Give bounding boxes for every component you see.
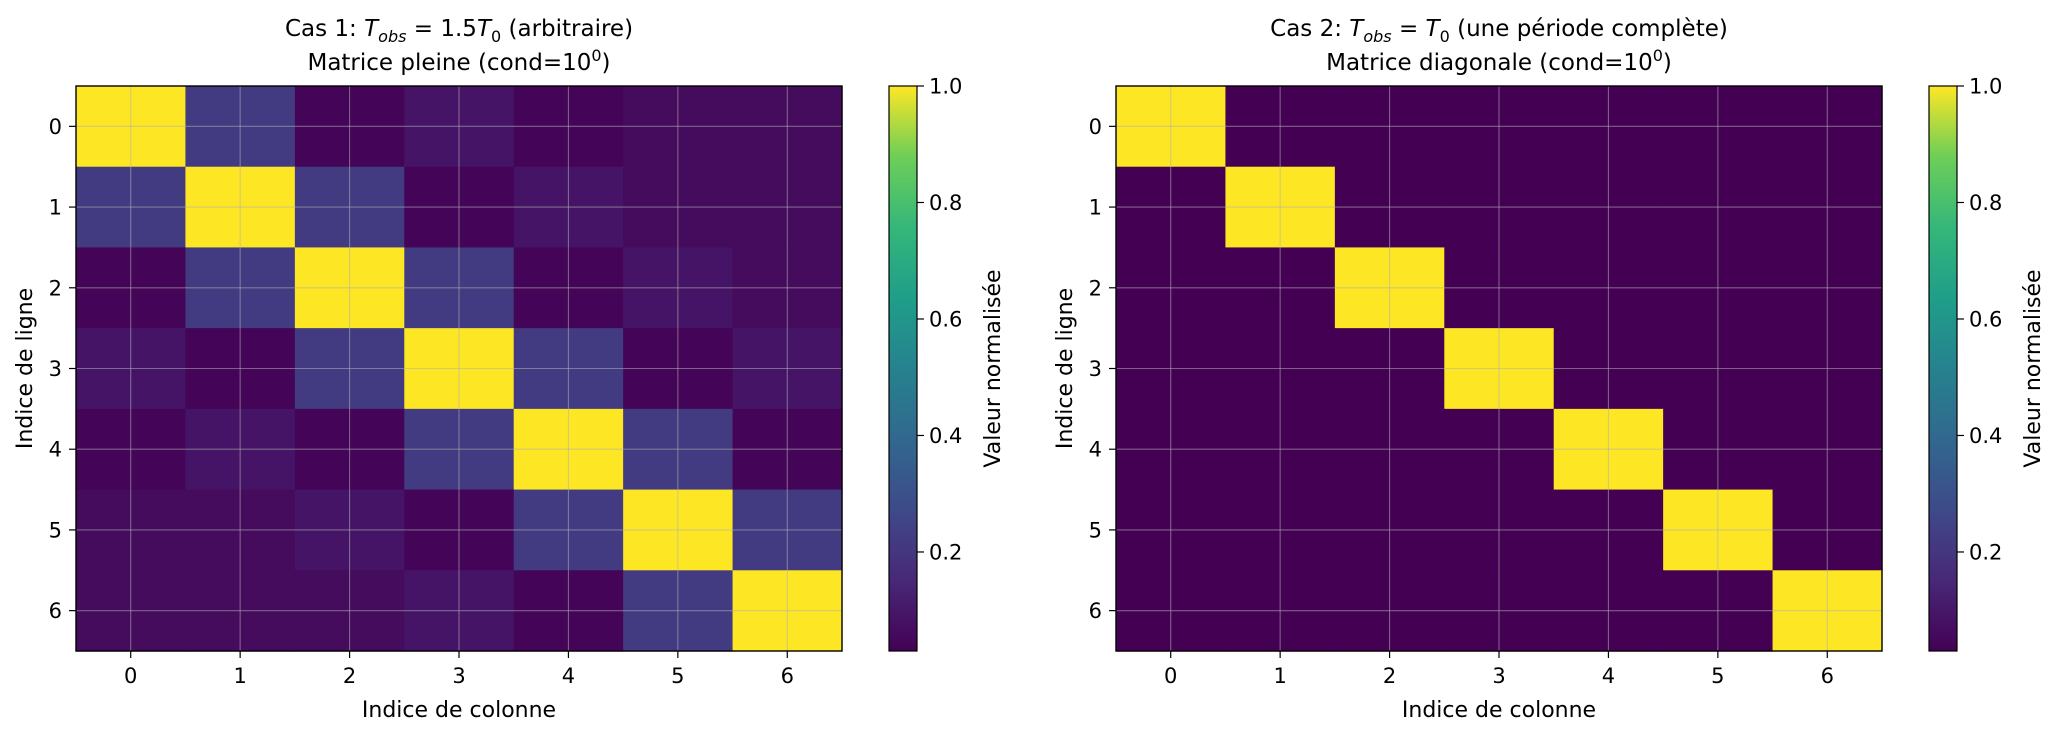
- heatmap-panel-2: Cas 2: Tobs = T0 (une période complète) …: [1053, 16, 2046, 723]
- x-tick-label: 4: [1602, 664, 1615, 688]
- x-tick-label: 2: [343, 664, 356, 688]
- colorbar-tick-label: 0.8: [929, 191, 962, 215]
- x-tick-label: 6: [1821, 664, 1834, 688]
- x-tick-label: 1: [1273, 664, 1286, 688]
- chart-subtitle-2: Matrice diagonale (cond=100): [1326, 46, 1672, 76]
- y-axis-label-2: Indice de ligne: [1053, 288, 1078, 449]
- x-tick-label: 3: [1492, 664, 1505, 688]
- chart-title-2: Cas 2: Tobs = T0 (une période complète): [1270, 16, 1728, 46]
- colorbar-tick-label: 1.0: [1969, 75, 2002, 99]
- colorbar-tick-label: 1.0: [929, 75, 962, 99]
- x-axis-label-1: Indice de colonne: [362, 698, 556, 723]
- x-tick-label: 5: [671, 664, 684, 688]
- y-tick-label: 3: [49, 357, 62, 381]
- heatmap-panel-1: Cas 1: Tobs = 1.5T0 (arbitraire) Matrice…: [13, 16, 1006, 723]
- colorbar-ticks-2: 0.2 0.4 0.6 0.8 1.0: [1957, 75, 2002, 564]
- y-tick-label: 5: [1089, 518, 1102, 542]
- x-tick-label: 4: [562, 664, 575, 688]
- y-tick-label: 4: [1089, 438, 1102, 462]
- y-tick-label: 5: [49, 518, 62, 542]
- colorbar-tick-label: 0.6: [1969, 307, 2002, 331]
- colorbar-tick-label: 0.4: [929, 424, 962, 448]
- colorbar-tick-label: 0.2: [1969, 540, 2002, 564]
- colorbar-ticks-1: 0.2 0.4 0.6 0.8 1.0: [917, 75, 962, 564]
- y-tick-label: 4: [49, 438, 62, 462]
- y-tick-label: 6: [49, 599, 62, 623]
- y-tick-label: 0: [1089, 115, 1102, 139]
- x-ticks-2: 0 1 2 3 4 5 6: [1164, 651, 1834, 688]
- y-tick-label: 2: [49, 276, 62, 300]
- x-tick-label: 1: [233, 664, 246, 688]
- x-tick-label: 0: [124, 664, 137, 688]
- y-tick-label: 0: [49, 115, 62, 139]
- y-axis-label-1: Indice de ligne: [13, 288, 38, 449]
- x-tick-label: 2: [1383, 664, 1396, 688]
- grid-lines-1: [76, 86, 842, 651]
- colorbar-1: [888, 85, 918, 652]
- x-tick-label: 3: [452, 664, 465, 688]
- y-tick-label: 2: [1089, 276, 1102, 300]
- x-tick-label: 6: [781, 664, 794, 688]
- grid-lines-2: [1116, 86, 1882, 651]
- chart-subtitle-1: Matrice pleine (cond=100): [307, 46, 610, 76]
- x-axis-label-2: Indice de colonne: [1402, 698, 1596, 723]
- colorbar-tick-label: 0.8: [1969, 191, 2002, 215]
- x-tick-label: 5: [1711, 664, 1724, 688]
- chart-title-1: Cas 1: Tobs = 1.5T0 (arbitraire): [285, 16, 633, 46]
- colorbar-label-1: Valeur normalisée: [981, 269, 1006, 467]
- x-ticks-1: 0 1 2 3 4 5 6: [124, 651, 794, 688]
- colorbar-label-2: Valeur normalisée: [2021, 269, 2046, 467]
- x-tick-label: 0: [1164, 664, 1177, 688]
- y-ticks-2: 0 1 2 3 4 5 6: [1089, 115, 1116, 623]
- y-tick-label: 1: [49, 196, 62, 220]
- y-tick-label: 1: [1089, 196, 1102, 220]
- y-tick-label: 6: [1089, 599, 1102, 623]
- colorbar-tick-label: 0.6: [929, 307, 962, 331]
- y-tick-label: 3: [1089, 357, 1102, 381]
- colorbar-tick-label: 0.2: [929, 540, 962, 564]
- colorbar-2: [1928, 85, 1958, 652]
- colorbar-tick-label: 0.4: [1969, 424, 2002, 448]
- y-ticks-1: 0 1 2 3 4 5 6: [49, 115, 76, 623]
